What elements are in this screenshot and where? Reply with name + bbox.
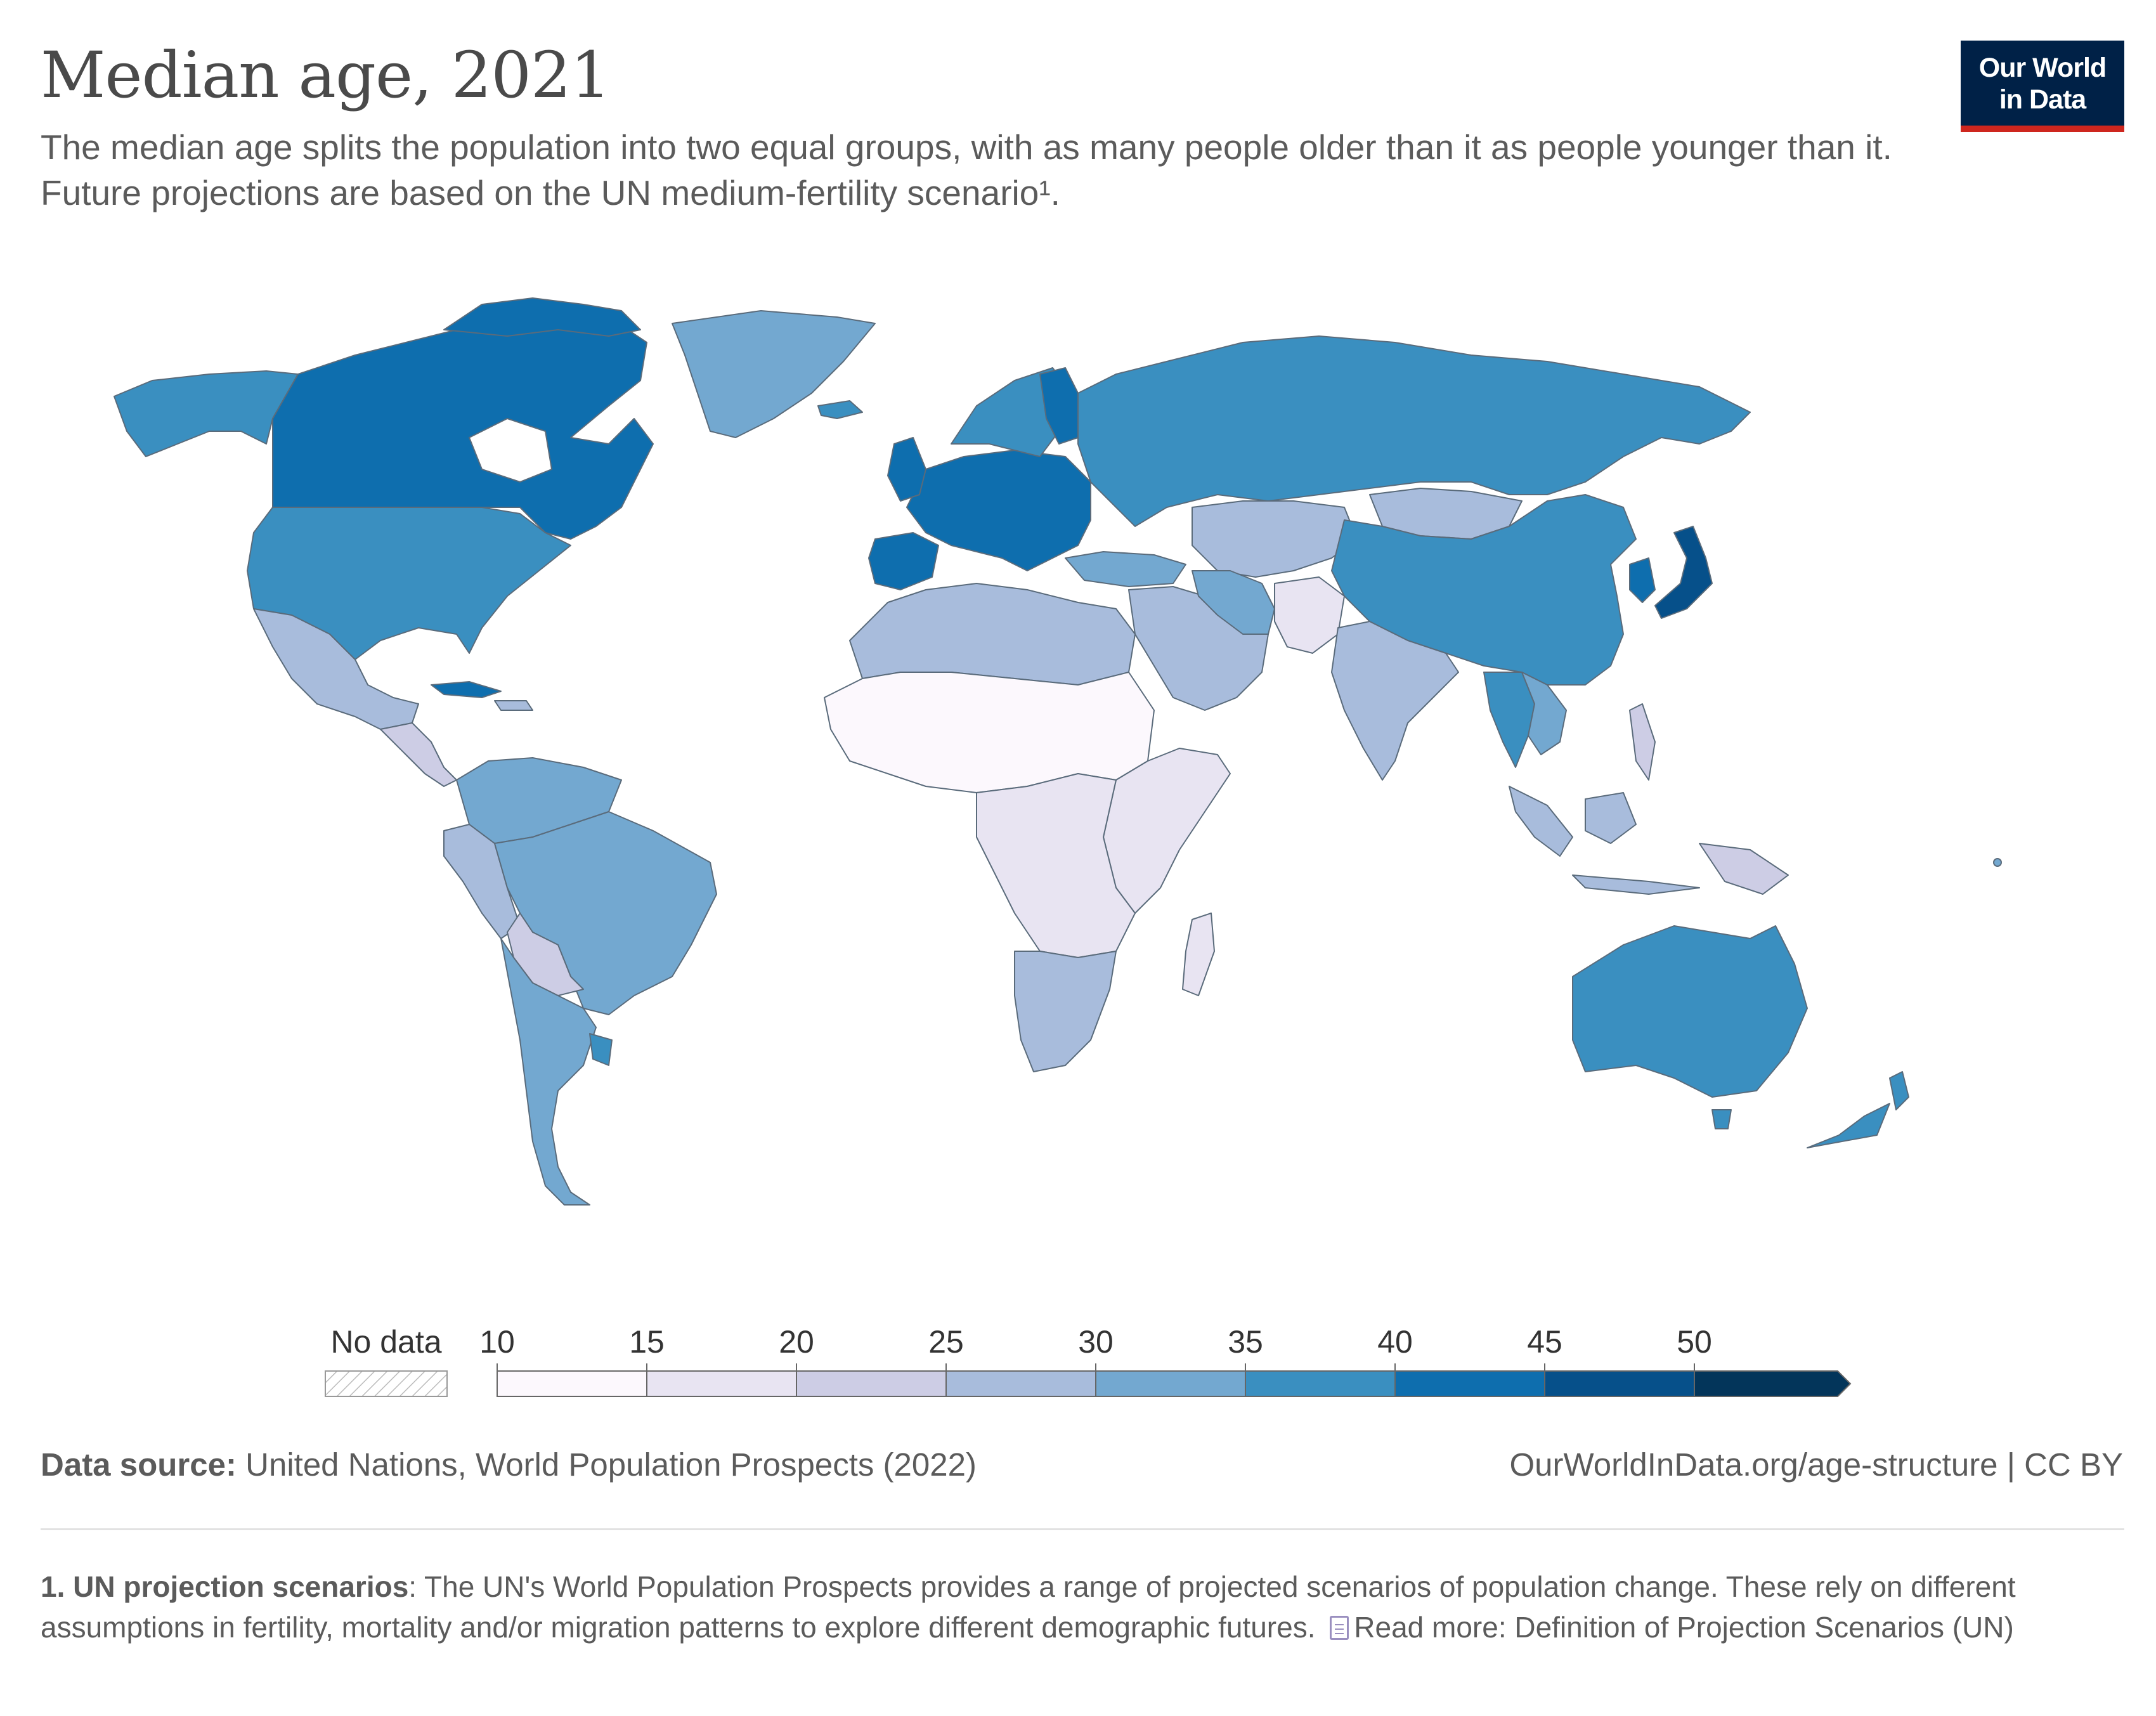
region-papua-new-guinea[interactable] bbox=[1699, 843, 1789, 895]
region-japan[interactable] bbox=[1654, 526, 1713, 619]
legend-tick-label: 35 bbox=[1228, 1324, 1263, 1360]
region-sahel[interactable] bbox=[824, 672, 1155, 793]
color-legend: No data 10 15 20 25 30 35 40 45 50 bbox=[325, 1324, 1852, 1397]
region-afpak[interactable] bbox=[1274, 576, 1345, 654]
region-indochina[interactable] bbox=[1521, 672, 1567, 755]
region-iceland[interactable] bbox=[817, 400, 863, 419]
legend-bin bbox=[646, 1370, 797, 1397]
region-turkey[interactable] bbox=[1065, 551, 1186, 587]
region-india[interactable] bbox=[1331, 621, 1459, 781]
region-australia[interactable] bbox=[1572, 925, 1808, 1098]
legend-no-data-swatch bbox=[325, 1370, 448, 1397]
owid-logo[interactable]: Our World in Data bbox=[1961, 41, 2124, 132]
region-canada-islands[interactable] bbox=[443, 297, 641, 337]
legend-no-data-label: No data bbox=[330, 1324, 441, 1360]
region-central-africa[interactable] bbox=[976, 773, 1136, 958]
region-southern-africa[interactable] bbox=[1014, 951, 1117, 1072]
legend-bin bbox=[1095, 1370, 1246, 1397]
legend-bin bbox=[1394, 1370, 1545, 1397]
region-iran[interactable] bbox=[1192, 570, 1275, 635]
legend-bin bbox=[497, 1370, 647, 1397]
legend-bins bbox=[497, 1370, 1852, 1397]
legend-bin-open bbox=[1694, 1370, 1852, 1397]
legend-ticks: 10 15 20 25 30 35 40 45 50 bbox=[479, 1324, 1712, 1371]
legend-tick-label: 15 bbox=[629, 1324, 665, 1360]
region-madagascar[interactable] bbox=[1182, 913, 1215, 996]
source-url-link[interactable]: OurWorldInData.org/age-structure | CC BY bbox=[1509, 1446, 2123, 1483]
legend-tick-label: 45 bbox=[1527, 1324, 1562, 1360]
world-map[interactable] bbox=[0, 266, 2156, 1256]
logo-line-2: in Data bbox=[1999, 84, 2086, 115]
footnote: 1. UN projection scenarios: The UN's Wor… bbox=[41, 1566, 2127, 1648]
region-korea[interactable] bbox=[1629, 557, 1656, 603]
legend-tick-label: 30 bbox=[1078, 1324, 1114, 1360]
region-tasmania[interactable] bbox=[1711, 1109, 1732, 1129]
document-icon bbox=[1330, 1616, 1349, 1640]
region-iberia[interactable] bbox=[868, 532, 939, 590]
region-cuba[interactable] bbox=[431, 681, 502, 698]
legend-tick-label: 10 bbox=[479, 1324, 515, 1360]
region-canada[interactable] bbox=[272, 316, 654, 540]
region-alaska[interactable] bbox=[114, 370, 299, 457]
region-central-asia[interactable] bbox=[1192, 500, 1358, 578]
region-philippines[interactable] bbox=[1629, 703, 1656, 781]
region-russia[interactable] bbox=[1077, 335, 1751, 527]
region-north-africa[interactable] bbox=[849, 583, 1136, 686]
logo-line-1: Our World bbox=[1978, 53, 2107, 83]
region-british-isles[interactable] bbox=[887, 437, 926, 502]
legend-bin bbox=[796, 1370, 947, 1397]
read-more-link[interactable]: Read more: Definition of Projection Scen… bbox=[1354, 1611, 2014, 1644]
legend-bin bbox=[945, 1370, 1096, 1397]
region-indonesia[interactable] bbox=[1509, 786, 1700, 895]
legend-tick-label: 25 bbox=[928, 1324, 964, 1360]
footnote-label: 1. UN projection scenarios bbox=[41, 1570, 409, 1603]
region-mexico[interactable] bbox=[253, 608, 419, 730]
region-uruguay[interactable] bbox=[589, 1033, 613, 1066]
legend-tick-label: 20 bbox=[779, 1324, 814, 1360]
region-small-islands[interactable] bbox=[1993, 858, 2002, 867]
data-source-text: United Nations, World Population Prospec… bbox=[245, 1446, 977, 1483]
data-source: Data source: United Nations, World Popul… bbox=[41, 1446, 977, 1483]
footnote-text: : The UN's World Population Prospects pr… bbox=[41, 1570, 2016, 1644]
region-argentina[interactable] bbox=[500, 938, 597, 1206]
legend-bin bbox=[1544, 1370, 1695, 1397]
data-source-label: Data source: bbox=[41, 1446, 237, 1483]
region-central-america[interactable] bbox=[380, 722, 457, 787]
region-new-zealand[interactable] bbox=[1807, 1071, 1909, 1148]
region-bolivia[interactable] bbox=[507, 913, 584, 996]
chart-subtitle: The median age splits the population int… bbox=[41, 127, 1892, 212]
footer-divider bbox=[41, 1528, 2124, 1530]
region-greenland[interactable] bbox=[672, 310, 876, 438]
legend-tick-label: 40 bbox=[1377, 1324, 1413, 1360]
legend-bin bbox=[1245, 1370, 1396, 1397]
legend-tick-label: 50 bbox=[1677, 1324, 1712, 1360]
region-caribbean[interactable] bbox=[494, 700, 533, 711]
chart-title: Median age, 2021 bbox=[41, 38, 611, 112]
